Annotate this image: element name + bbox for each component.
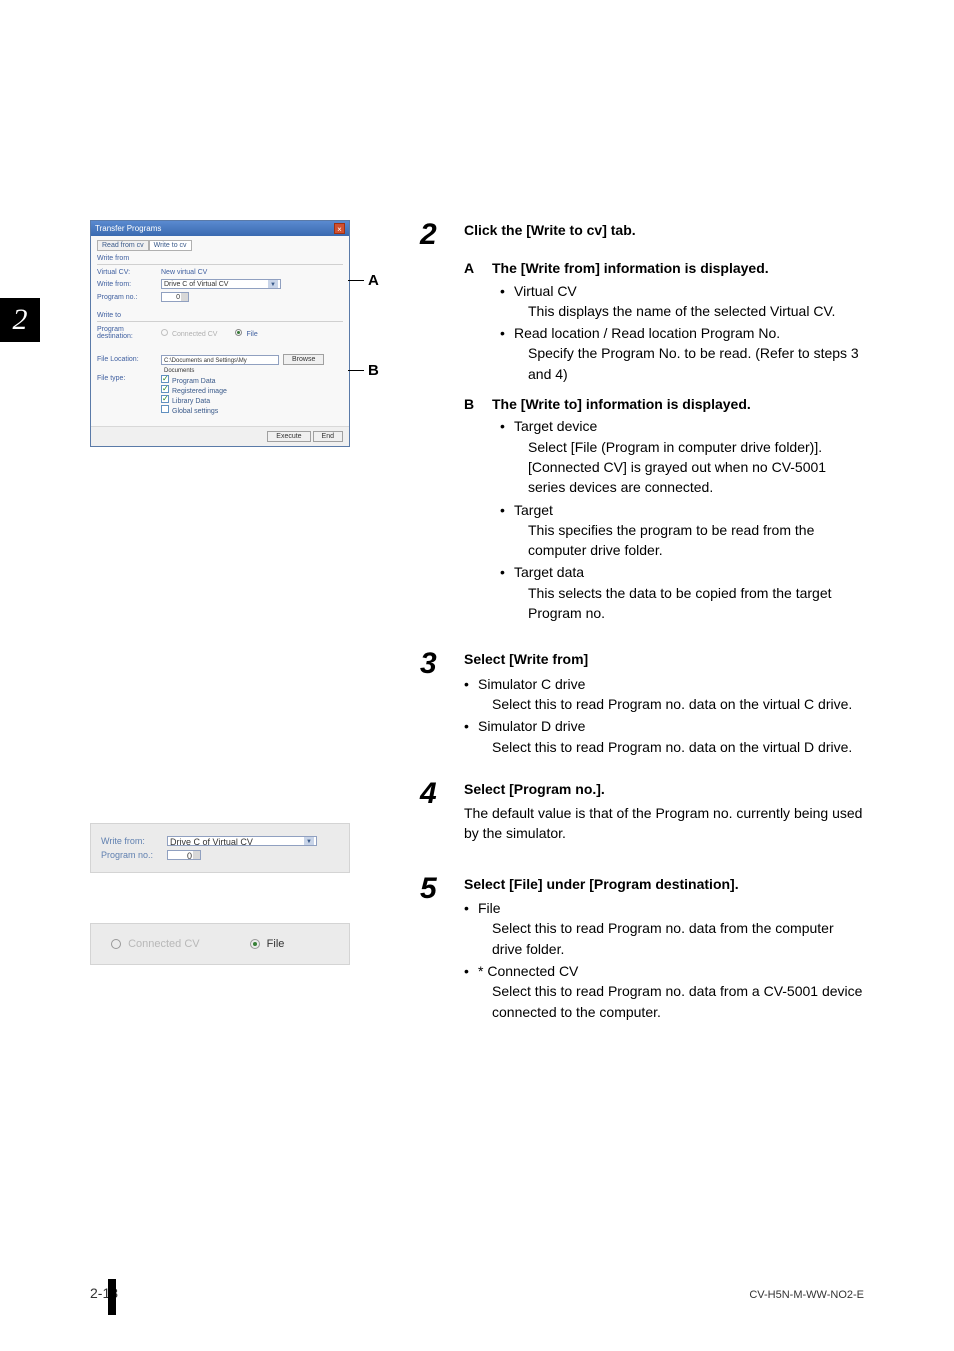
partial-program-no-spinner[interactable]: 0	[167, 850, 201, 860]
radio-file-label: File	[246, 331, 257, 338]
step-number-2: 2	[420, 220, 464, 625]
sub-a-letter: A	[464, 258, 480, 278]
dialog-titlebar: Transfer Programs ×	[91, 221, 349, 236]
program-no-spinner[interactable]: 0	[161, 292, 189, 302]
step-number-4: 4	[420, 779, 464, 844]
program-no-label: Program no.:	[97, 294, 157, 301]
program-destination-label: Program destination:	[97, 326, 157, 340]
document-id: CV-H5N-M-WW-NO2-E	[749, 1289, 864, 1301]
virtual-cv-value: New virtual CV	[161, 269, 207, 276]
step-4-body: The default value is that of the Program…	[464, 803, 864, 844]
list-item: Read location / Read location Program No…	[500, 323, 864, 384]
partial-write-from-dropdown[interactable]: Drive C of Virtual CV ▼	[167, 836, 317, 846]
list-item: Target device Select [File (Program in c…	[500, 416, 864, 497]
end-button[interactable]: End	[313, 431, 343, 442]
write-from-value: Drive C of Virtual CV	[164, 280, 228, 288]
partial-program-no-label: Program no.:	[101, 850, 163, 860]
checkbox-global-settings[interactable]	[161, 405, 169, 413]
checkbox-registered-image-label: Registered image	[172, 388, 227, 395]
partial-radio-file-label: File	[267, 938, 285, 950]
footer-bar-icon	[108, 1279, 116, 1315]
transfer-programs-dialog: Transfer Programs × Read from cv Write t…	[90, 220, 350, 447]
list-item: Simulator D drive Select this to read Pr…	[464, 716, 864, 757]
step-2-title: Click the [Write to cv] tab.	[464, 220, 864, 240]
list-item: * Connected CV Select this to read Progr…	[464, 961, 864, 1022]
annotation-a: A	[368, 272, 379, 289]
annotation-b: B	[368, 362, 379, 379]
execute-button[interactable]: Execute	[267, 431, 310, 442]
write-from-label: Write from:	[97, 281, 157, 288]
radio-connected-cv-label: Connected CV	[172, 331, 218, 338]
partial-write-from-panel: Write from: Drive C of Virtual CV ▼ Prog…	[90, 823, 350, 873]
close-icon[interactable]: ×	[334, 223, 345, 234]
write-from-dropdown[interactable]: Drive C of Virtual CV ▼	[161, 279, 281, 289]
chevron-down-icon: ▼	[268, 280, 278, 288]
step-4-title: Select [Program no.].	[464, 779, 864, 799]
step-5-title: Select [File] under [Program destination…	[464, 874, 864, 894]
tab-read-from-cv[interactable]: Read from cv	[97, 240, 149, 251]
radio-connected-cv	[161, 329, 168, 336]
section-write-from: Write from	[97, 255, 343, 262]
file-location-label: File Location:	[97, 356, 157, 363]
checkbox-global-settings-label: Global settings	[172, 408, 218, 415]
partial-write-from-label: Write from:	[101, 836, 163, 846]
list-item: Target This specifies the program to be …	[500, 500, 864, 561]
tab-write-to-cv[interactable]: Write to cv	[149, 240, 192, 251]
virtual-cv-label: Virtual CV:	[97, 269, 157, 276]
dialog-title-text: Transfer Programs	[95, 224, 161, 233]
step-3-title: Select [Write from]	[464, 649, 864, 669]
partial-radio-connected-cv	[111, 939, 121, 949]
step-number-3: 3	[420, 649, 464, 758]
list-item: Target data This selects the data to be …	[500, 562, 864, 623]
partial-program-destination-panel: Connected CV File	[90, 923, 350, 965]
browse-button[interactable]: Browse	[283, 354, 324, 365]
partial-write-from-value: Drive C of Virtual CV	[170, 837, 253, 845]
chevron-down-icon: ▼	[304, 837, 314, 845]
list-item: Simulator C drive Select this to read Pr…	[464, 674, 864, 715]
checkbox-program-data[interactable]	[161, 375, 169, 383]
radio-file[interactable]	[235, 329, 242, 336]
partial-radio-connected-cv-label: Connected CV	[128, 938, 200, 950]
sub-b-head: The [Write to] information is displayed.	[492, 394, 751, 414]
sub-b-letter: B	[464, 394, 480, 414]
checkbox-library-data[interactable]	[161, 395, 169, 403]
file-type-label: File type:	[97, 375, 157, 382]
file-location-input[interactable]: C:\Documents and Settings\My Documents	[161, 355, 279, 365]
list-item: File Select this to read Program no. dat…	[464, 898, 864, 959]
sub-a-head: The [Write from] information is displaye…	[492, 258, 769, 278]
checkbox-registered-image[interactable]	[161, 385, 169, 393]
checkbox-program-data-label: Program Data	[172, 378, 216, 385]
section-write-to: Write to	[97, 312, 343, 319]
checkbox-library-data-label: Library Data	[172, 398, 210, 405]
step-number-5: 5	[420, 874, 464, 1024]
list-item: Virtual CV This displays the name of the…	[500, 281, 864, 322]
partial-radio-file[interactable]	[250, 939, 260, 949]
